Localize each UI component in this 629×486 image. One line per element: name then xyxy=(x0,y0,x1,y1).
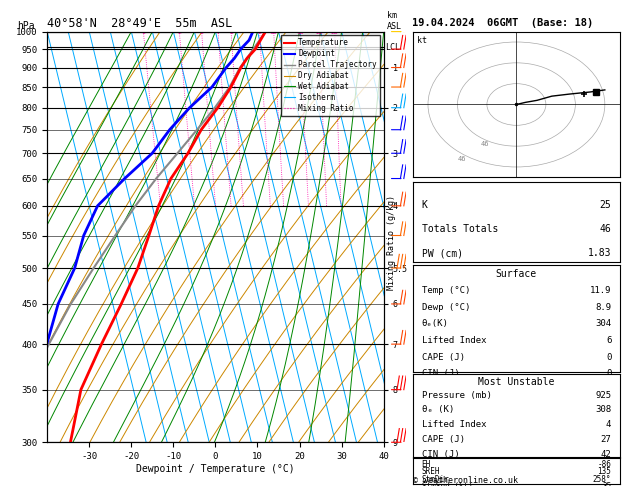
Text: K: K xyxy=(421,200,427,210)
Text: 1.83: 1.83 xyxy=(588,248,611,258)
Text: LCL: LCL xyxy=(386,43,401,52)
Text: 27: 27 xyxy=(601,435,611,444)
Text: 135: 135 xyxy=(598,467,611,476)
Text: 0: 0 xyxy=(606,352,611,362)
Text: 6: 6 xyxy=(606,336,611,345)
Text: © weatheronline.co.uk: © weatheronline.co.uk xyxy=(413,476,518,485)
Text: 1: 1 xyxy=(142,30,145,35)
Text: 8: 8 xyxy=(258,30,262,35)
Text: PW (cm): PW (cm) xyxy=(421,248,463,258)
Text: 3: 3 xyxy=(199,30,204,35)
Text: 11.9: 11.9 xyxy=(590,286,611,295)
Text: 0: 0 xyxy=(606,369,611,378)
Text: 40°58'N  28°49'E  55m  ASL: 40°58'N 28°49'E 55m ASL xyxy=(47,17,233,31)
Text: Dewp (°C): Dewp (°C) xyxy=(421,303,470,312)
Text: Mixing Ratio (g/kg): Mixing Ratio (g/kg) xyxy=(387,195,396,291)
Text: EH: EH xyxy=(421,460,431,469)
Text: 46: 46 xyxy=(599,224,611,234)
Text: 4: 4 xyxy=(606,420,611,429)
Legend: Temperature, Dewpoint, Parcel Trajectory, Dry Adiabat, Wet Adiabat, Isotherm, Mi: Temperature, Dewpoint, Parcel Trajectory… xyxy=(281,35,380,116)
Text: 42: 42 xyxy=(601,450,611,459)
Text: 19.04.2024  06GMT  (Base: 18): 19.04.2024 06GMT (Base: 18) xyxy=(412,18,593,29)
Text: 8.9: 8.9 xyxy=(595,303,611,312)
Text: θₑ (K): θₑ (K) xyxy=(421,405,454,415)
X-axis label: Dewpoint / Temperature (°C): Dewpoint / Temperature (°C) xyxy=(136,464,295,474)
Text: 15: 15 xyxy=(296,30,304,35)
Text: θₑ(K): θₑ(K) xyxy=(421,319,448,329)
Text: 4: 4 xyxy=(216,30,220,35)
Text: 25: 25 xyxy=(599,200,611,210)
Text: StmDir: StmDir xyxy=(421,475,449,484)
Text: km
ASL: km ASL xyxy=(387,11,402,31)
Text: SREH: SREH xyxy=(421,467,440,476)
Text: 2: 2 xyxy=(177,30,181,35)
Text: 46: 46 xyxy=(481,141,489,147)
Text: Lifted Index: Lifted Index xyxy=(421,336,486,345)
Text: Surface: Surface xyxy=(496,269,537,279)
Text: 258°: 258° xyxy=(593,475,611,484)
Text: Temp (°C): Temp (°C) xyxy=(421,286,470,295)
Text: Pressure (mb): Pressure (mb) xyxy=(421,391,491,400)
Text: CIN (J): CIN (J) xyxy=(421,369,459,378)
Text: 5: 5 xyxy=(229,30,233,35)
Text: 20: 20 xyxy=(316,30,323,35)
Text: Totals Totals: Totals Totals xyxy=(421,224,498,234)
Text: CAPE (J): CAPE (J) xyxy=(421,435,464,444)
Text: Most Unstable: Most Unstable xyxy=(478,377,555,387)
Text: -86: -86 xyxy=(598,460,611,469)
Text: 925: 925 xyxy=(595,391,611,400)
Text: kt: kt xyxy=(418,36,427,45)
Text: hPa: hPa xyxy=(17,21,35,31)
Text: 308: 308 xyxy=(595,405,611,415)
Text: 25: 25 xyxy=(331,30,339,35)
Text: 10: 10 xyxy=(270,30,277,35)
Text: CIN (J): CIN (J) xyxy=(421,450,459,459)
Text: 46: 46 xyxy=(457,156,466,162)
Text: 304: 304 xyxy=(595,319,611,329)
Text: StmSpd (kt): StmSpd (kt) xyxy=(421,482,472,486)
Text: CAPE (J): CAPE (J) xyxy=(421,352,464,362)
Text: 35: 35 xyxy=(602,482,611,486)
Text: Lifted Index: Lifted Index xyxy=(421,420,486,429)
